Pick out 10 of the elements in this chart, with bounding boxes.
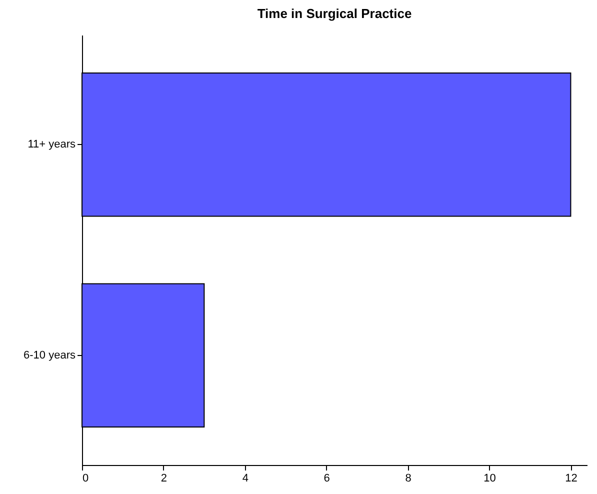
x-tick-label: 4 xyxy=(242,472,248,484)
y-tick-label: 11+ years xyxy=(28,138,76,151)
y-tick-label: 6-10 years xyxy=(24,349,76,362)
x-tick-label: 12 xyxy=(565,472,578,484)
x-tick-label: 6 xyxy=(324,472,330,484)
x-tick-label: 10 xyxy=(484,472,496,484)
x-tick-label: 8 xyxy=(405,472,412,484)
chart-title: Time in Surgical Practice xyxy=(257,6,412,21)
x-tick-label: 2 xyxy=(160,472,168,484)
x-tick-label: 0 xyxy=(82,472,89,484)
